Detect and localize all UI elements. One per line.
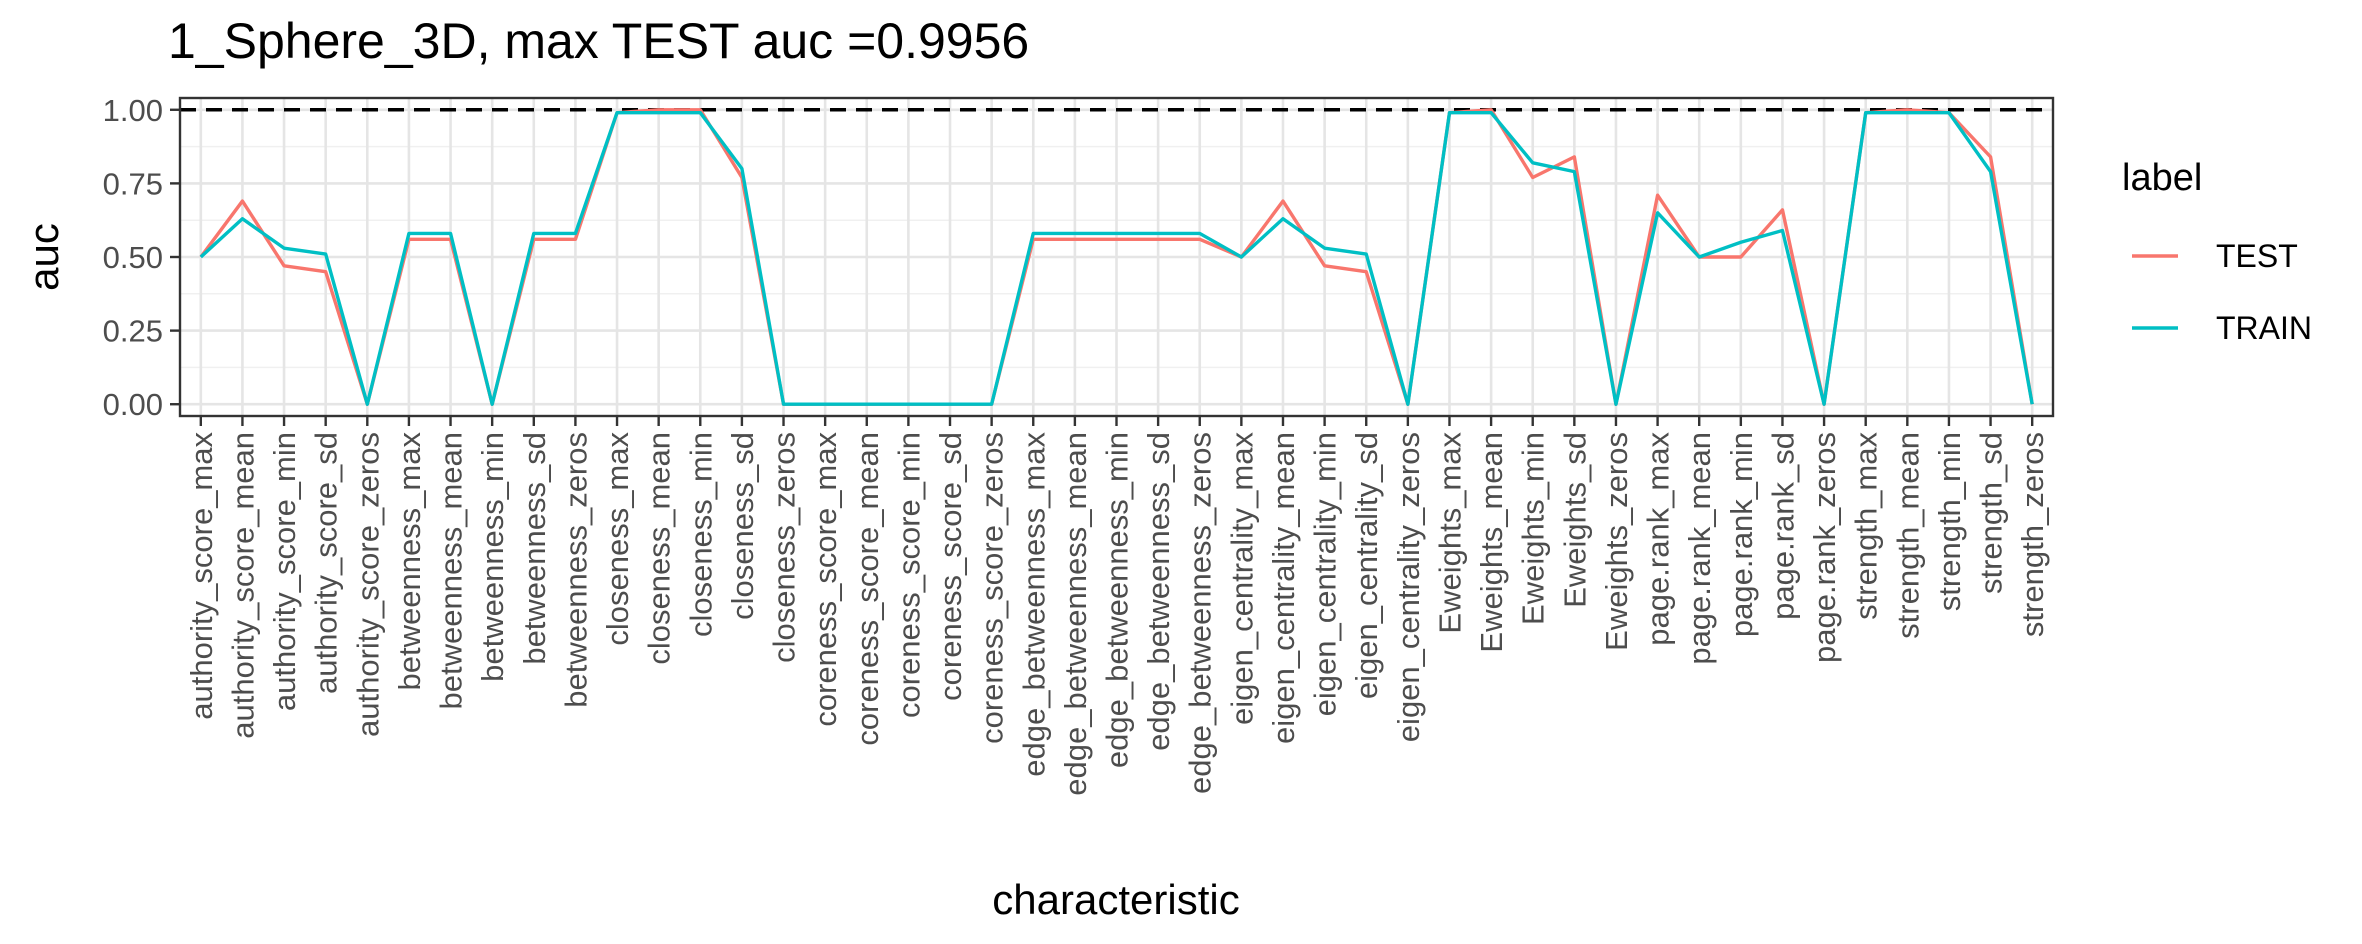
x-tick-label: betweenness_max: [392, 432, 427, 691]
x-tick-label: Eweights_max: [1432, 432, 1467, 634]
chart-title: 1_Sphere_3D, max TEST auc =0.9956: [168, 13, 1029, 69]
x-tick-label: eigen_centrality_min: [1308, 432, 1343, 716]
x-tick-label: closeness_min: [683, 432, 718, 637]
x-tick-label: eigen_centrality_sd: [1349, 432, 1384, 699]
y-tick-label: 1.00: [103, 93, 163, 128]
x-tick-label: strength_mean: [1890, 432, 1925, 639]
x-axis-title: characteristic: [992, 876, 1239, 923]
x-tick-label: edge_betweenness_zeros: [1183, 432, 1218, 794]
x-tick-label: eigen_centrality_max: [1224, 432, 1259, 725]
x-tick-label: eigen_centrality_zeros: [1391, 432, 1426, 742]
x-tick-label: page.rank_sd: [1765, 432, 1800, 620]
x-tick-label: page.rank_mean: [1682, 432, 1717, 665]
x-tick-label: authority_score_min: [267, 432, 302, 711]
x-tick-label: authority_score_mean: [225, 432, 260, 739]
x-tick-label: strength_zeros: [2015, 432, 2050, 637]
x-tick-label: betweenness_zeros: [558, 432, 593, 708]
x-tick-label: Eweights_mean: [1474, 432, 1509, 653]
x-tick-label: eigen_centrality_mean: [1266, 432, 1301, 744]
x-tick-label: authority_score_zeros: [350, 432, 385, 737]
x-tick-label: betweenness_sd: [517, 432, 552, 665]
plot-area: [178, 96, 2055, 418]
legend-items: TEST TRAIN: [2132, 238, 2312, 346]
x-tick-label: coreness_score_min: [891, 432, 926, 718]
x-tick-label: closeness_mean: [642, 432, 677, 665]
x-tick-label: coreness_score_sd: [933, 432, 968, 701]
y-tick-label: 0.00: [103, 387, 163, 422]
x-tick-label: edge_betweenness_min: [1100, 432, 1135, 768]
legend-label-train: TRAIN: [2216, 310, 2312, 346]
x-tick-label: page.rank_min: [1724, 432, 1759, 637]
x-tick-label: authority_score_sd: [309, 432, 344, 694]
x-tick-label: coreness_score_zeros: [975, 432, 1010, 744]
y-tick-label: 0.50: [103, 240, 163, 275]
legend-title: label: [2122, 157, 2202, 199]
x-axis: authority_score_max authority_score_mean a…: [184, 416, 2050, 796]
x-tick-label: strength_sd: [1974, 432, 2009, 594]
y-axis-title: auc: [20, 223, 67, 291]
x-tick-label: edge_betweenness_sd: [1141, 432, 1176, 751]
series-lines: [199, 108, 2034, 406]
x-tick-label: closeness_sd: [725, 432, 760, 620]
x-tick-label: betweenness_mean: [434, 432, 469, 709]
legend: label TEST TRAIN: [2122, 157, 2312, 346]
y-tick-label: 0.75: [103, 166, 163, 201]
x-tick-label: page.rank_max: [1641, 432, 1676, 646]
x-tick-label: closeness_max: [600, 432, 635, 646]
x-tick-label: coreness_score_max: [808, 432, 843, 727]
x-tick-label: edge_betweenness_mean: [1058, 432, 1093, 796]
y-tick-label: 0.25: [103, 314, 163, 349]
x-tick-label: strength_max: [1849, 432, 1884, 620]
y-axis: 0.00 0.25 0.50 0.75 1.00: [103, 93, 180, 422]
x-tick-label: Eweights_min: [1516, 432, 1551, 625]
x-tick-label: strength_min: [1932, 432, 1967, 611]
x-tick-label: closeness_zeros: [767, 432, 802, 663]
series-line-train: [199, 111, 2034, 406]
x-tick-label: coreness_score_mean: [850, 432, 885, 746]
x-tick-label: Eweights_zeros: [1599, 432, 1634, 651]
x-tick-label: Eweights_sd: [1557, 432, 1592, 608]
legend-label-test: TEST: [2216, 238, 2298, 274]
x-tick-label: edge_betweenness_max: [1016, 432, 1051, 777]
x-tick-label: authority_score_max: [184, 432, 219, 720]
x-tick-label: page.rank_zeros: [1807, 432, 1842, 663]
x-tick-label: betweenness_min: [475, 432, 510, 682]
